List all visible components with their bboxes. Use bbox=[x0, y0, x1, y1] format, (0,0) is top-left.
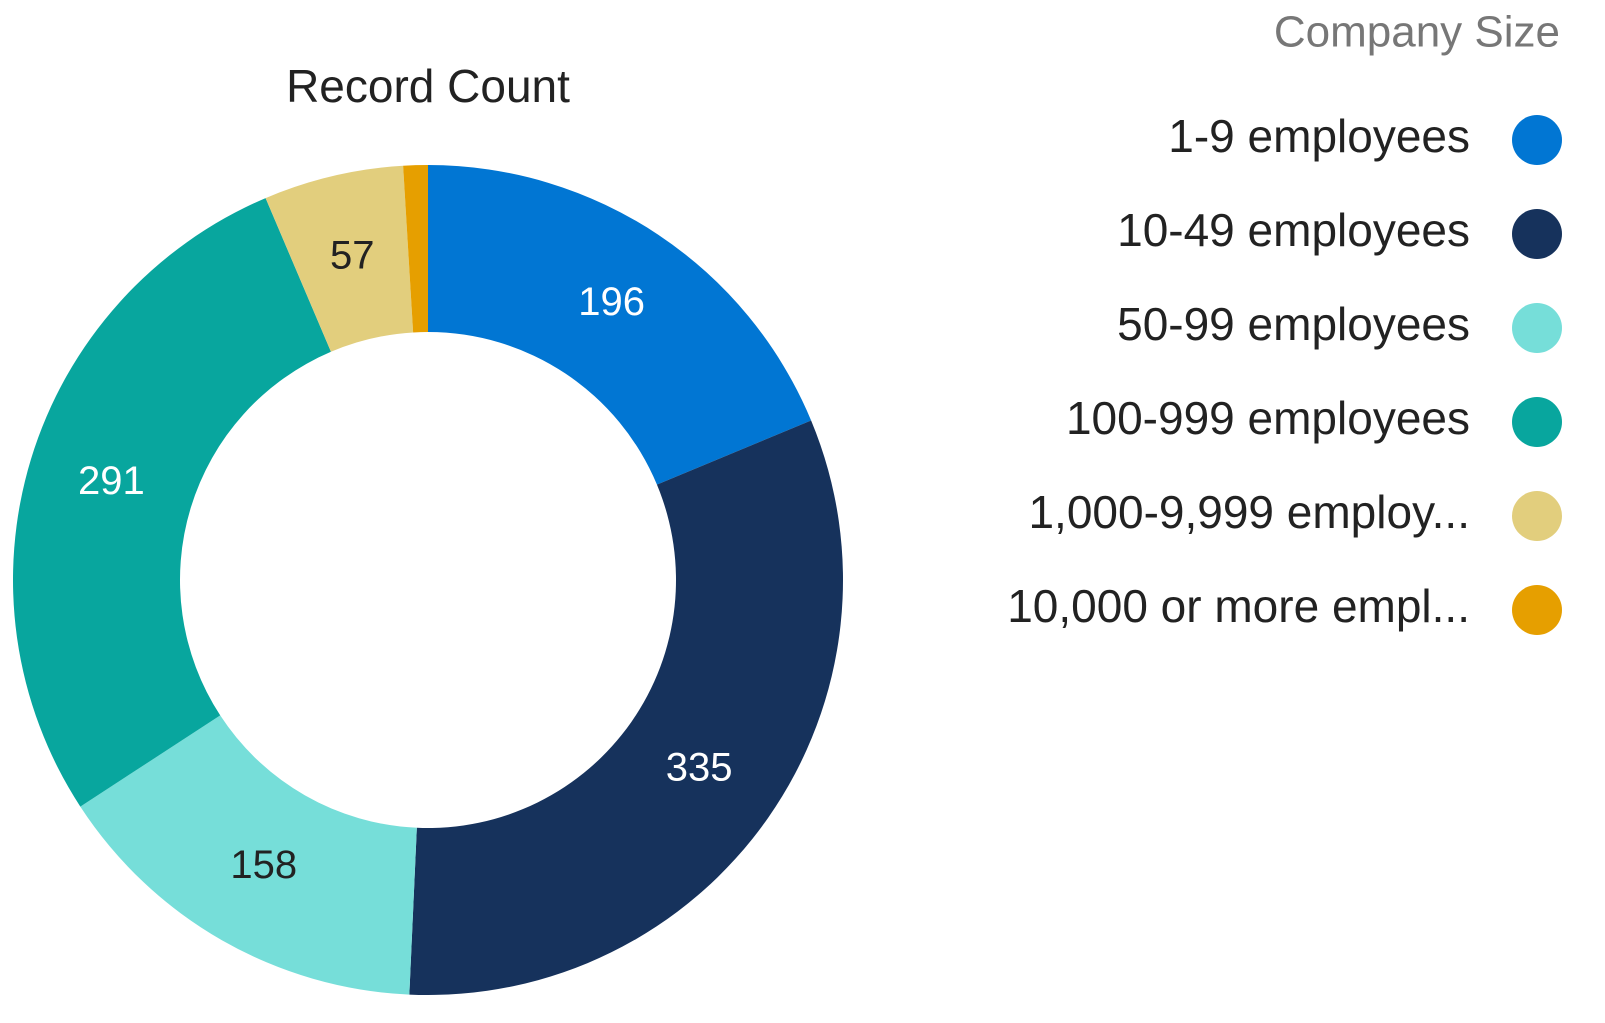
donut-slice bbox=[265, 165, 414, 352]
legend-swatch bbox=[1512, 209, 1562, 259]
data-label: 196 bbox=[578, 280, 645, 324]
legend-label: 50-99 employees bbox=[1117, 298, 1470, 350]
legend-title: Company Size bbox=[1274, 8, 1560, 57]
legend-label: 1-9 employees bbox=[1168, 110, 1470, 162]
donut-slice bbox=[409, 420, 844, 995]
legend-label: 10,000 or more empl... bbox=[1007, 580, 1470, 632]
legend-swatch bbox=[1512, 303, 1562, 353]
legend-label: 10-49 employees bbox=[1117, 204, 1470, 256]
donut-slice bbox=[12, 198, 331, 807]
legend-label: 100-999 employees bbox=[1066, 392, 1470, 444]
legend-swatch bbox=[1512, 397, 1562, 447]
data-label: 335 bbox=[666, 745, 733, 789]
legend-swatch bbox=[1512, 115, 1562, 165]
donut-slice bbox=[80, 715, 417, 995]
donut-slice bbox=[428, 165, 812, 485]
legend-label: 1,000-9,999 employ... bbox=[1028, 486, 1470, 538]
donut-slice bbox=[403, 165, 428, 333]
legend-swatch bbox=[1512, 585, 1562, 635]
legend-swatch bbox=[1512, 491, 1562, 541]
data-label: 291 bbox=[78, 459, 145, 503]
data-label: 158 bbox=[230, 843, 297, 887]
chart-title: Record Count bbox=[286, 60, 570, 112]
data-label: 57 bbox=[330, 233, 375, 277]
